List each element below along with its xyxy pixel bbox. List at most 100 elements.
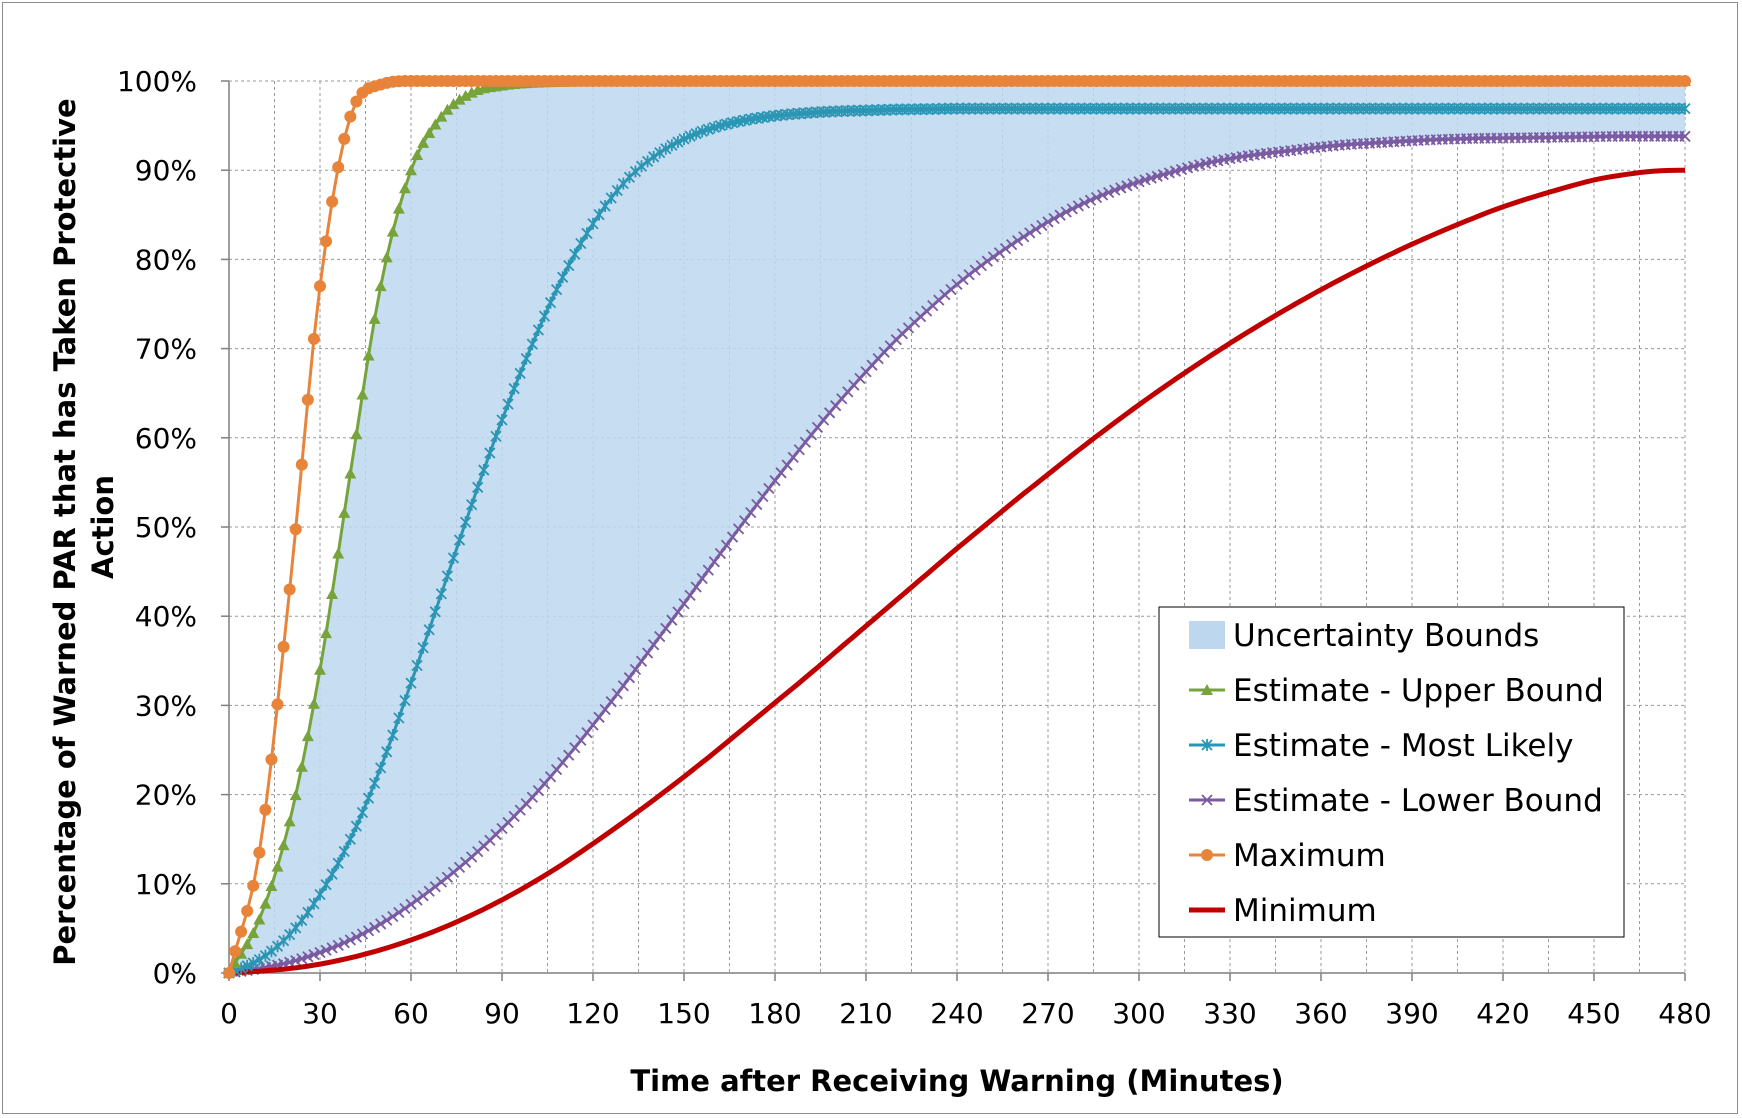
data-point-estimate-most-likely bbox=[520, 352, 532, 365]
data-point-estimate-lower-bound bbox=[690, 581, 702, 593]
legend-marker bbox=[1201, 739, 1213, 751]
legend-marker bbox=[1201, 684, 1213, 695]
data-point-estimate-lower-bound bbox=[350, 931, 363, 943]
chart-svg: 0 30 60 90 120 150 180 210 240 270 300 330 360 390 420… bbox=[48, 65, 1712, 1098]
series-line-minimum bbox=[228, 167, 1686, 976]
data-point-estimate-lower-bound bbox=[1024, 227, 1036, 239]
data-point-estimate-lower-bound bbox=[1109, 184, 1121, 196]
data-point-estimate-most-likely bbox=[544, 296, 557, 309]
data-point-estimate-upper-bound bbox=[447, 98, 460, 110]
data-point-estimate-most-likely bbox=[526, 338, 538, 351]
data-point-estimate-most-likely bbox=[411, 659, 423, 672]
data-point-estimate-lower-bound bbox=[399, 902, 411, 915]
series-layer bbox=[223, 75, 1691, 979]
data-point-estimate-lower-bound bbox=[763, 482, 775, 495]
y-tick-label: 100% bbox=[117, 65, 197, 98]
data-point-estimate-lower-bound bbox=[696, 572, 708, 585]
data-point-estimate-most-likely bbox=[259, 949, 272, 962]
data-point-estimate-upper-bound bbox=[301, 730, 314, 742]
data-point-estimate-most-likely bbox=[381, 745, 393, 758]
data-point-estimate-lower-bound bbox=[569, 742, 581, 754]
x-tick-label: 60 bbox=[393, 997, 429, 1030]
data-point-estimate-most-likely bbox=[660, 142, 672, 155]
data-point-estimate-most-likely bbox=[599, 200, 611, 213]
data-point-estimate-lower-bound bbox=[629, 663, 642, 676]
data-point-maximum bbox=[241, 905, 254, 918]
data-point-estimate-lower-bound bbox=[672, 606, 684, 618]
data-point-estimate-lower-bound bbox=[1048, 212, 1060, 225]
data-point-estimate-lower-bound bbox=[1060, 206, 1072, 218]
data-point-maximum bbox=[289, 523, 302, 536]
data-point-estimate-lower-bound bbox=[799, 436, 811, 448]
data-point-estimate-lower-bound bbox=[714, 547, 727, 560]
legend-box bbox=[1158, 606, 1625, 938]
data-point-estimate-lower-bound bbox=[344, 934, 356, 946]
data-point-estimate-lower-bound bbox=[981, 255, 993, 267]
data-point-estimate-lower-bound bbox=[1066, 203, 1078, 215]
data-point-estimate-lower-bound bbox=[1072, 200, 1084, 212]
data-point-estimate-upper-bound bbox=[295, 760, 308, 772]
data-point-estimate-most-likely bbox=[472, 481, 484, 494]
legend-marker bbox=[1201, 794, 1213, 806]
data-point-estimate-lower-bound bbox=[423, 885, 435, 897]
data-point-estimate-most-likely bbox=[696, 125, 708, 138]
data-point-estimate-most-likely bbox=[648, 150, 660, 163]
data-point-estimate-upper-bound bbox=[398, 182, 411, 194]
data-point-estimate-lower-bound bbox=[993, 247, 1006, 259]
data-point-estimate-lower-bound bbox=[362, 925, 375, 937]
data-point-estimate-most-likely bbox=[247, 957, 259, 970]
data-point-estimate-most-likely bbox=[429, 605, 441, 618]
data-point-estimate-most-likely bbox=[241, 959, 253, 972]
data-point-estimate-upper-bound bbox=[314, 663, 326, 675]
data-point-maximum bbox=[314, 280, 326, 293]
uncertainty-bounds-area bbox=[229, 81, 1685, 973]
data-point-estimate-most-likely bbox=[302, 906, 314, 919]
data-point-estimate-lower-bound bbox=[1096, 189, 1109, 201]
data-point-estimate-lower-bound bbox=[1679, 130, 1691, 142]
series-estimate-lower-bound bbox=[223, 130, 1691, 979]
data-point-estimate-lower-bound bbox=[787, 451, 799, 464]
data-point-estimate-upper-bound bbox=[307, 697, 320, 709]
data-point-estimate-lower-bound bbox=[1121, 180, 1133, 192]
legend-swatch-estimate-most-likely bbox=[1189, 739, 1225, 751]
data-point-estimate-lower-bound bbox=[435, 876, 447, 888]
data-point-maximum bbox=[307, 332, 320, 345]
data-point-estimate-upper-bound bbox=[441, 103, 454, 115]
x-tick-label: 270 bbox=[1021, 997, 1074, 1030]
data-point-estimate-lower-bound bbox=[957, 273, 969, 286]
data-point-maximum bbox=[338, 132, 351, 145]
data-point-estimate-lower-bound bbox=[308, 949, 320, 961]
data-point-estimate-upper-bound bbox=[271, 860, 284, 872]
data-point-estimate-lower-bound bbox=[338, 937, 350, 949]
data-point-maximum bbox=[344, 110, 357, 123]
data-point-estimate-lower-bound bbox=[302, 951, 314, 963]
data-point-estimate-upper-bound bbox=[338, 506, 351, 518]
data-point-estimate-most-likely bbox=[350, 820, 363, 833]
data-point-estimate-lower-bound bbox=[393, 906, 405, 919]
legend-label-maximum: Maximum bbox=[1233, 838, 1386, 874]
x-tick-label: 420 bbox=[1476, 997, 1529, 1030]
legend-swatch-estimate-upper-bound bbox=[1189, 684, 1225, 695]
tick-labels: 0 30 60 90 120 150 180 210 240 270 300 330 360 390 420… bbox=[117, 65, 1712, 1030]
data-point-estimate-most-likely bbox=[314, 888, 326, 901]
data-point-estimate-upper-bound bbox=[386, 225, 399, 237]
data-point-maximum bbox=[223, 967, 235, 979]
data-point-estimate-upper-bound bbox=[380, 251, 393, 263]
data-point-estimate-lower-bound bbox=[793, 444, 805, 456]
data-point-estimate-most-likely bbox=[514, 367, 526, 380]
data-point-estimate-lower-bound bbox=[720, 539, 733, 551]
data-point-estimate-lower-bound bbox=[635, 655, 648, 667]
data-point-estimate-lower-bound bbox=[969, 264, 981, 276]
data-point-maximum bbox=[259, 803, 272, 816]
data-point-estimate-upper-bound bbox=[429, 118, 442, 130]
series-estimate-most-likely bbox=[223, 102, 1691, 979]
data-point-estimate-upper-bound bbox=[259, 897, 272, 909]
legend-marker bbox=[1201, 849, 1213, 861]
data-point-estimate-most-likely bbox=[459, 516, 472, 529]
data-point-estimate-most-likely bbox=[308, 897, 320, 910]
y-tick-label: 40% bbox=[135, 600, 197, 633]
data-point-estimate-lower-bound bbox=[666, 614, 678, 626]
data-point-estimate-lower-bound bbox=[599, 703, 611, 716]
data-point-maximum bbox=[320, 235, 333, 248]
x-tick-label: 210 bbox=[839, 997, 892, 1030]
